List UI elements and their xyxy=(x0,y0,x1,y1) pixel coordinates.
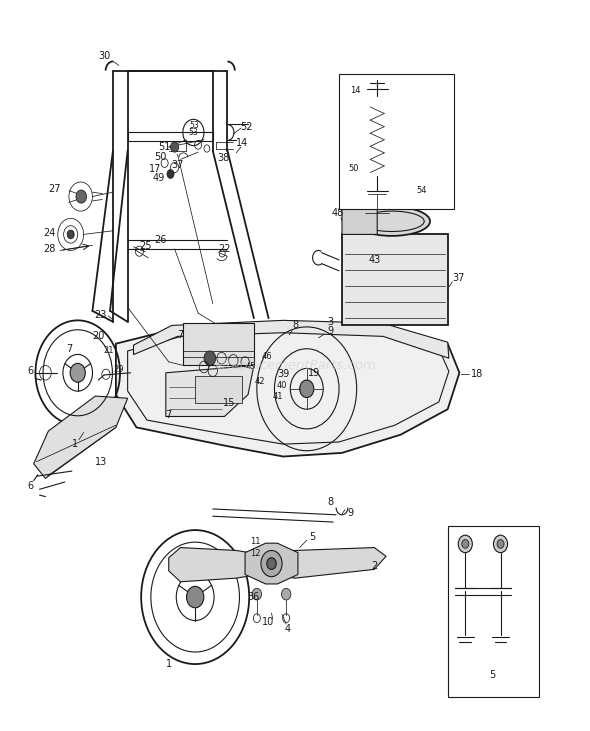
Text: 50: 50 xyxy=(349,164,359,173)
Text: 24: 24 xyxy=(43,228,55,238)
Text: 42: 42 xyxy=(254,377,265,386)
Text: 39: 39 xyxy=(277,369,289,379)
Circle shape xyxy=(76,190,87,203)
Text: 54: 54 xyxy=(416,186,427,195)
Circle shape xyxy=(300,380,314,398)
Text: 22: 22 xyxy=(218,244,231,254)
Circle shape xyxy=(167,170,174,178)
Text: 53: 53 xyxy=(189,121,199,129)
Text: 26: 26 xyxy=(154,235,166,245)
Text: 47: 47 xyxy=(368,197,381,207)
Text: 37: 37 xyxy=(452,273,464,283)
Circle shape xyxy=(281,588,291,600)
Text: 12: 12 xyxy=(250,549,260,558)
Text: 10: 10 xyxy=(263,617,275,627)
Text: 5: 5 xyxy=(489,670,496,680)
Text: 6: 6 xyxy=(28,481,34,491)
Bar xyxy=(448,526,539,697)
Text: 8: 8 xyxy=(327,497,333,507)
Bar xyxy=(339,75,454,209)
Text: 23: 23 xyxy=(94,309,106,319)
Text: 21: 21 xyxy=(103,346,113,355)
Text: 7: 7 xyxy=(166,410,172,420)
Text: 4: 4 xyxy=(285,624,291,634)
Text: 43: 43 xyxy=(368,255,381,265)
Circle shape xyxy=(462,539,469,548)
Polygon shape xyxy=(169,548,386,582)
Circle shape xyxy=(497,539,504,548)
Circle shape xyxy=(67,230,74,239)
Text: 36: 36 xyxy=(248,592,260,602)
Ellipse shape xyxy=(354,207,430,236)
Circle shape xyxy=(261,550,282,577)
Polygon shape xyxy=(133,320,449,358)
Text: 7: 7 xyxy=(178,330,183,340)
Text: 9: 9 xyxy=(327,325,333,336)
Text: 15: 15 xyxy=(223,398,235,409)
Circle shape xyxy=(252,588,261,600)
Polygon shape xyxy=(34,396,127,478)
Text: 7: 7 xyxy=(66,344,72,355)
Text: 9: 9 xyxy=(348,507,354,518)
Text: 5: 5 xyxy=(310,531,316,542)
Text: 27: 27 xyxy=(48,184,61,194)
Text: 30: 30 xyxy=(98,51,110,61)
Circle shape xyxy=(267,558,276,569)
Text: eReplacementParts.com: eReplacementParts.com xyxy=(214,359,376,372)
Text: 3: 3 xyxy=(327,317,333,327)
Circle shape xyxy=(186,586,204,607)
Text: 6: 6 xyxy=(27,366,33,376)
Text: 45: 45 xyxy=(245,363,256,371)
Text: 46: 46 xyxy=(261,352,272,361)
Text: 18: 18 xyxy=(471,369,483,379)
Text: 11: 11 xyxy=(250,537,260,546)
Text: 29: 29 xyxy=(114,365,124,374)
Text: 25: 25 xyxy=(140,241,152,251)
Text: 48: 48 xyxy=(331,208,343,218)
Polygon shape xyxy=(245,543,298,584)
Text: 52: 52 xyxy=(241,121,253,132)
Circle shape xyxy=(458,535,473,553)
Text: 1: 1 xyxy=(166,659,172,669)
Text: 20: 20 xyxy=(92,331,104,341)
Bar xyxy=(183,323,254,366)
Text: 40: 40 xyxy=(277,382,287,390)
Circle shape xyxy=(70,363,86,382)
Text: 14: 14 xyxy=(350,86,360,96)
Text: 50: 50 xyxy=(154,151,166,162)
Polygon shape xyxy=(116,322,460,457)
Text: 53: 53 xyxy=(189,128,198,137)
Text: 38: 38 xyxy=(217,153,230,163)
Text: 14: 14 xyxy=(236,138,248,148)
Text: 8: 8 xyxy=(292,320,298,330)
Text: 13: 13 xyxy=(95,457,107,466)
Text: 19: 19 xyxy=(307,368,320,378)
Text: 28: 28 xyxy=(43,244,55,254)
Polygon shape xyxy=(166,366,254,417)
Text: 2: 2 xyxy=(371,561,378,571)
Text: 1: 1 xyxy=(72,439,78,449)
Circle shape xyxy=(204,351,216,366)
Bar xyxy=(195,376,242,404)
Circle shape xyxy=(493,535,507,553)
Circle shape xyxy=(171,142,179,152)
Text: 17: 17 xyxy=(149,164,162,174)
Text: 41: 41 xyxy=(272,393,283,401)
Text: 37: 37 xyxy=(171,160,183,170)
Text: 49: 49 xyxy=(153,173,165,183)
Text: 51: 51 xyxy=(159,142,171,152)
Polygon shape xyxy=(342,205,377,235)
Polygon shape xyxy=(342,235,448,325)
